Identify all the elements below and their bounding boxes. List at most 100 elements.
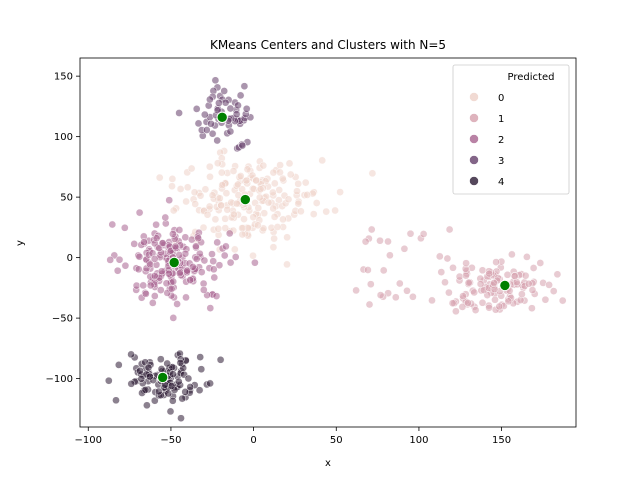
cluster-2-point <box>148 299 157 307</box>
cluster-0-point <box>217 201 226 210</box>
cluster-2-point <box>152 234 161 243</box>
cluster-center-3 <box>216 111 228 124</box>
cluster-0-point <box>368 169 377 178</box>
legend-box <box>452 64 570 195</box>
cluster-1-point <box>441 278 449 287</box>
cluster-1-point <box>379 266 388 275</box>
x-tick-label: 100 <box>409 435 428 446</box>
legend-marker <box>469 113 479 123</box>
cluster-1-point <box>366 280 375 289</box>
cluster-1-point <box>437 268 446 276</box>
cluster-3-point <box>232 110 241 119</box>
cluster-4-point <box>169 370 177 379</box>
cluster-0-point <box>284 195 293 204</box>
cluster-2-point <box>132 281 141 290</box>
cluster-4-point <box>174 377 183 386</box>
cluster-0-point <box>205 162 214 171</box>
cluster-1-point <box>504 297 513 306</box>
cluster-2-point <box>130 240 139 248</box>
cluster-2-point <box>222 242 230 251</box>
cluster-center-0 <box>239 193 252 206</box>
cluster-0-point <box>331 206 339 215</box>
cluster-2-point <box>182 293 190 302</box>
cluster-0-point <box>301 178 310 187</box>
cluster-3-point <box>234 101 242 110</box>
cluster-0-point <box>223 205 232 214</box>
x-tick-label: −50 <box>160 435 181 446</box>
cluster-2-point <box>208 250 216 258</box>
cluster-0-point <box>168 182 176 191</box>
cluster-2-point <box>226 258 235 267</box>
y-tick-label: 50 <box>60 193 73 204</box>
cluster-4-point <box>197 365 206 374</box>
cluster-2-point <box>158 239 167 247</box>
cluster-0-point <box>196 191 205 200</box>
cluster-2-point <box>157 267 166 276</box>
cluster-3-point <box>207 119 215 128</box>
cluster-2-point <box>108 220 117 229</box>
cluster-0-point <box>230 245 239 254</box>
cluster-1-point <box>428 296 436 305</box>
cluster-0-point <box>190 188 199 197</box>
cluster-0-point <box>211 215 220 224</box>
cluster-3-point <box>192 105 201 113</box>
cluster-4-point <box>114 361 123 369</box>
cluster-2-point <box>171 242 180 251</box>
cluster-0-point <box>283 260 291 269</box>
cluster-0-point <box>269 243 278 252</box>
cluster-2-point <box>225 229 234 238</box>
cluster-2-point <box>200 256 209 265</box>
cluster-2-point <box>113 266 122 275</box>
cluster-2-point <box>192 242 200 251</box>
cluster-1-point <box>361 237 370 246</box>
cluster-center-4 <box>157 371 169 384</box>
cluster-2-point <box>150 272 159 280</box>
cluster-1-point <box>464 278 473 287</box>
cluster-0-point <box>270 234 278 243</box>
cluster-4-point <box>154 387 163 396</box>
cluster-0-point <box>270 179 279 188</box>
cluster-1-point <box>419 230 428 238</box>
cluster-1-point <box>409 292 417 301</box>
cluster-1-point <box>367 225 376 234</box>
cluster-4-point <box>150 396 159 405</box>
cluster-1-point <box>476 280 485 288</box>
y-tick-label: −100 <box>46 374 73 385</box>
cluster-1-point <box>452 307 460 316</box>
cluster-1-point <box>549 287 558 295</box>
cluster-2-point <box>139 281 148 290</box>
cluster-1-point <box>545 281 553 289</box>
cluster-4-point <box>136 366 144 375</box>
cluster-4-point <box>144 363 153 372</box>
cluster-2-point <box>140 238 148 246</box>
cluster-3-point <box>200 110 209 119</box>
legend-marker <box>469 92 479 102</box>
cluster-0-point <box>183 183 192 192</box>
cluster-4-point <box>164 389 173 398</box>
cluster-1-point <box>478 266 487 275</box>
cluster-3-point <box>238 141 247 150</box>
y-axis-label: y <box>15 240 26 246</box>
cluster-4-point <box>177 414 185 423</box>
cluster-3-point <box>211 76 220 85</box>
legend-entry-label: 1 <box>498 114 504 125</box>
cluster-1-point <box>503 270 512 279</box>
cluster-0-point <box>254 221 262 230</box>
legend-title: Predicted <box>508 72 555 83</box>
cluster-1-point <box>541 295 550 304</box>
cluster-1-point <box>462 271 470 280</box>
cluster-2-point <box>209 257 218 266</box>
x-tick-label: −100 <box>75 435 102 446</box>
cluster-4-point <box>167 382 176 390</box>
cluster-1-point <box>536 259 545 267</box>
cluster-center-2 <box>168 256 180 269</box>
cluster-0-point <box>279 215 287 224</box>
cluster-0-point <box>276 161 284 169</box>
y-tick-label: −50 <box>52 314 73 325</box>
cluster-4-point <box>196 353 205 361</box>
cluster-1-point <box>523 253 531 261</box>
cluster-3-point <box>208 129 217 138</box>
cluster-4-point <box>127 379 136 388</box>
cluster-0-point <box>187 164 196 173</box>
